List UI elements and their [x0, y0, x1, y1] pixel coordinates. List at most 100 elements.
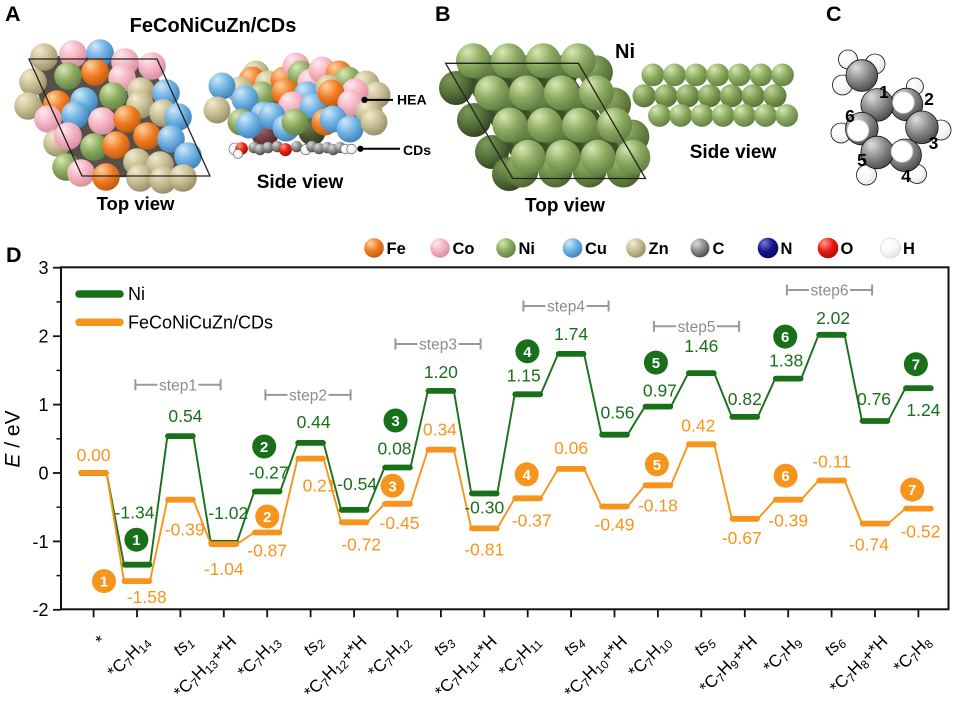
svg-text:1.74: 1.74 [554, 324, 588, 344]
svg-text:3: 3 [929, 133, 939, 153]
svg-text:Ni: Ni [128, 284, 145, 304]
svg-text:0.76: 0.76 [857, 389, 891, 409]
svg-text:step4: step4 [547, 299, 585, 316]
svg-text:-0.11: -0.11 [812, 452, 851, 472]
svg-text:B: B [435, 2, 451, 26]
svg-text:ts1: ts1 [169, 632, 198, 661]
svg-text:ts2: ts2 [299, 632, 328, 661]
svg-text:A: A [5, 2, 21, 26]
svg-text:-0.37: -0.37 [512, 510, 552, 530]
svg-text:5: 5 [857, 150, 867, 170]
svg-text:4: 4 [901, 166, 911, 186]
svg-text:1.46: 1.46 [684, 336, 718, 356]
svg-text:*C7H8: *C7H8 [890, 632, 937, 679]
svg-text:*C7H11: *C7H11 [495, 632, 546, 683]
svg-text:3: 3 [38, 258, 48, 278]
svg-text:0.42: 0.42 [681, 415, 715, 435]
svg-text:C: C [713, 240, 725, 258]
svg-text:-0.87: -0.87 [247, 541, 287, 561]
svg-text:CDs: CDs [403, 142, 431, 158]
svg-text:-2: -2 [32, 600, 48, 620]
svg-text:4: 4 [523, 344, 532, 361]
svg-text:step1: step1 [159, 377, 197, 394]
svg-text:step5: step5 [678, 319, 716, 336]
svg-text:6: 6 [781, 468, 789, 485]
svg-text:1: 1 [38, 395, 48, 415]
svg-text:2.02: 2.02 [816, 308, 850, 328]
svg-text:*C7H9: *C7H9 [760, 632, 807, 679]
svg-text:*C7H14: *C7H14 [104, 632, 155, 683]
svg-text:3: 3 [388, 478, 396, 495]
svg-text:-0.49: -0.49 [595, 515, 635, 535]
svg-text:Co: Co [453, 240, 475, 258]
svg-text:-0.81: -0.81 [464, 539, 504, 559]
svg-text:D: D [6, 243, 22, 267]
svg-text:ts3: ts3 [430, 632, 459, 661]
svg-text:2: 2 [38, 327, 48, 347]
svg-text:1.38: 1.38 [769, 351, 803, 371]
svg-text:-0.74: -0.74 [849, 535, 889, 555]
svg-text:1: 1 [100, 574, 108, 591]
svg-text:-0.30: -0.30 [464, 498, 504, 518]
svg-text:2: 2 [263, 509, 271, 526]
svg-text:1.20: 1.20 [424, 362, 458, 382]
svg-text:E / eV: E / eV [2, 410, 25, 467]
svg-text:-0.27: -0.27 [249, 463, 289, 483]
svg-text:-1.04: -1.04 [204, 559, 244, 579]
svg-text:Zn: Zn [649, 240, 669, 258]
svg-text:6: 6 [845, 106, 855, 126]
svg-text:C: C [826, 2, 842, 26]
svg-text:ts4: ts4 [560, 632, 589, 661]
svg-text:-0.52: -0.52 [900, 522, 940, 542]
svg-text:Fe: Fe [387, 240, 406, 258]
svg-text:0.56: 0.56 [600, 403, 634, 423]
svg-text:6: 6 [781, 329, 789, 346]
svg-text:Top view: Top view [97, 193, 175, 214]
svg-text:-0.39: -0.39 [768, 511, 808, 531]
svg-text:Ni: Ni [615, 41, 635, 63]
svg-text:O: O [841, 240, 854, 258]
svg-text:5: 5 [652, 355, 660, 372]
svg-text:-0.54: -0.54 [337, 474, 377, 494]
svg-text:FeCoNiCuZn/CDs: FeCoNiCuZn/CDs [130, 15, 297, 37]
svg-text:N: N [781, 240, 793, 258]
svg-text:step6: step6 [811, 283, 849, 300]
svg-text:0.54: 0.54 [168, 406, 202, 426]
svg-text:0.06: 0.06 [554, 438, 588, 458]
svg-text:2: 2 [260, 439, 268, 456]
svg-text:0.82: 0.82 [728, 389, 762, 409]
svg-text:5: 5 [653, 457, 661, 474]
svg-text:step3: step3 [419, 337, 457, 354]
svg-text:step2: step2 [289, 387, 327, 404]
svg-text:4: 4 [523, 467, 532, 484]
svg-text:1: 1 [879, 82, 889, 102]
svg-text:*C7H12: *C7H12 [364, 632, 415, 683]
svg-text:*C7H13: *C7H13 [234, 632, 285, 683]
svg-text:HEA: HEA [397, 91, 427, 107]
svg-text:-0.45: -0.45 [380, 513, 420, 533]
svg-text:-1.58: -1.58 [127, 587, 167, 607]
svg-text:0.97: 0.97 [643, 381, 677, 401]
svg-text:FeCoNiCuZn/CDs: FeCoNiCuZn/CDs [128, 312, 273, 332]
svg-text:-0.67: -0.67 [722, 528, 762, 548]
svg-text:0.34: 0.34 [423, 420, 457, 440]
svg-text:1.24: 1.24 [906, 400, 940, 420]
svg-text:1: 1 [132, 532, 140, 549]
svg-text:0.00: 0.00 [77, 445, 111, 465]
svg-text:-1.34: -1.34 [115, 503, 155, 523]
svg-text:Side view: Side view [257, 172, 344, 193]
svg-text:0.08: 0.08 [377, 439, 411, 459]
svg-text:Cu: Cu [585, 240, 607, 258]
svg-text:-0.72: -0.72 [341, 534, 381, 554]
svg-text:0: 0 [38, 463, 48, 483]
svg-text:-1: -1 [32, 532, 48, 552]
svg-text:*: * [92, 632, 110, 650]
svg-text:ts6: ts6 [820, 632, 849, 661]
svg-text:-0.18: -0.18 [638, 495, 678, 515]
svg-text:*C7H10: *C7H10 [625, 632, 676, 683]
svg-text:-1.02: -1.02 [208, 503, 248, 523]
svg-text:Side view: Side view [690, 142, 777, 163]
svg-text:7: 7 [912, 357, 920, 374]
svg-text:0.21: 0.21 [303, 476, 337, 496]
svg-text:Ni: Ni [519, 240, 536, 258]
